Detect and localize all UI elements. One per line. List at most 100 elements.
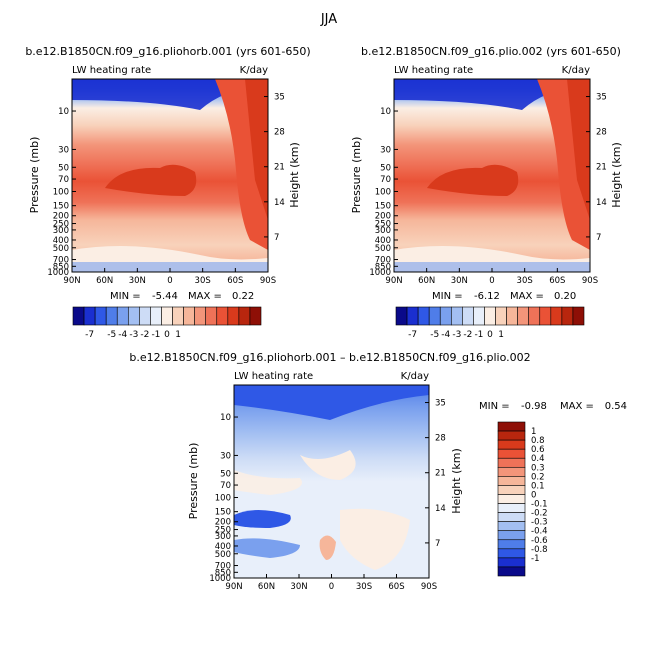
x-tick-label: 90S bbox=[421, 582, 437, 592]
x-tick-label: 30N bbox=[129, 276, 146, 286]
figure-title: JJA bbox=[320, 12, 337, 27]
y-right-tick-label: 21 bbox=[274, 163, 285, 173]
colorbar-label: -1 bbox=[531, 554, 539, 564]
colorbar-swatch bbox=[216, 306, 229, 326]
y-tick-label: 500 bbox=[375, 244, 391, 254]
colorbar-swatch bbox=[406, 306, 419, 326]
colorbar-swatch bbox=[497, 557, 526, 568]
y-tick-label: 10 bbox=[58, 107, 69, 117]
y-tick-label: 150 bbox=[215, 508, 231, 518]
panel-1-colorbar: -7 -5 -4 -3 -2 -1 0 1 bbox=[72, 306, 262, 340]
colorbar-label: 0.3 bbox=[531, 463, 545, 473]
colorbar-swatch bbox=[497, 494, 526, 504]
panel-2: b.e12.B1850CN.f09_g16.plio.002 (yrs 601-… bbox=[350, 45, 623, 340]
colorbar-swatch bbox=[417, 306, 430, 326]
colorbar-label: -4 bbox=[118, 330, 127, 340]
colorbar-swatch bbox=[497, 503, 526, 513]
x-tick-label: 60N bbox=[96, 276, 113, 286]
colorbar-swatch bbox=[83, 306, 96, 326]
y-right-tick-label: 14 bbox=[596, 198, 607, 208]
y-tick-label: 70 bbox=[58, 175, 69, 185]
y-tick-label: 200 bbox=[53, 212, 69, 222]
y-tick-label: 250 bbox=[375, 220, 391, 230]
colorbar-swatch bbox=[127, 306, 140, 326]
x-tick-label: 30S bbox=[195, 276, 211, 286]
y-tick-label: 150 bbox=[53, 202, 69, 212]
panel-2-right-label: K/day bbox=[562, 65, 590, 76]
y-tick-label: 30 bbox=[220, 451, 231, 461]
colorbar-label: -0.3 bbox=[531, 518, 548, 528]
y-right-tick-label: 14 bbox=[274, 198, 285, 208]
y-tick-label: 250 bbox=[215, 526, 231, 536]
colorbar-swatch bbox=[473, 306, 485, 326]
x-tick-label: 90S bbox=[260, 276, 276, 286]
panel-1-left-label: LW heating rate bbox=[72, 65, 151, 76]
y-tick-label: 100 bbox=[215, 494, 231, 504]
colorbar-swatch bbox=[249, 306, 262, 326]
colorbar-swatch bbox=[462, 306, 474, 326]
colorbar-label: -3 bbox=[452, 330, 461, 340]
colorbar-swatch bbox=[497, 430, 526, 441]
colorbar-label: -5 bbox=[430, 330, 439, 340]
colorbar-label: 0.6 bbox=[531, 445, 545, 455]
colorbar-swatch bbox=[150, 306, 162, 326]
panel-3-ylabel: Pressure (mb) bbox=[187, 443, 200, 520]
y-right-tick-label: 35 bbox=[274, 93, 285, 103]
colorbar-swatch bbox=[161, 306, 173, 326]
panel-2-colorbar: -7 -5 -4 -3 -2 -1 0 1 bbox=[395, 306, 585, 340]
x-tick-label: 0 bbox=[167, 276, 172, 286]
y-right-tick-label: 7 bbox=[274, 233, 279, 243]
panel-3: b.e12.B1850CN.f09_g16.pliohorb.001 – b.e… bbox=[129, 351, 627, 592]
panel-2-max-value: 0.20 bbox=[554, 291, 576, 302]
x-tick-label: 60N bbox=[258, 582, 275, 592]
y-tick-label: 300 bbox=[215, 532, 231, 542]
y-tick-label: 700 bbox=[375, 256, 391, 266]
colorbar-swatch bbox=[450, 306, 463, 326]
panel-2-min-label: MIN = bbox=[432, 291, 463, 302]
y-tick-label: 400 bbox=[375, 236, 391, 246]
y-tick-label: 200 bbox=[215, 518, 231, 528]
colorbar-swatch bbox=[497, 457, 526, 468]
panel-3-max-value: 0.54 bbox=[605, 401, 627, 412]
panel-2-min-value: -6.12 bbox=[474, 291, 500, 302]
panel-1-min-label: MIN = bbox=[110, 291, 141, 302]
colorbar-label: -0.1 bbox=[531, 500, 548, 510]
colorbar-swatch bbox=[484, 306, 496, 326]
colorbar-swatch bbox=[205, 306, 218, 326]
y-tick-label: 50 bbox=[58, 163, 69, 173]
x-tick-label: 30S bbox=[517, 276, 533, 286]
colorbar-swatch bbox=[238, 306, 251, 326]
colorbar-label: -0.8 bbox=[531, 545, 548, 555]
colorbar-swatch bbox=[439, 306, 452, 326]
y-tick-label: 30 bbox=[58, 145, 69, 155]
colorbar-swatch bbox=[183, 306, 195, 326]
y-tick-label: 1000 bbox=[369, 268, 391, 278]
x-tick-label: 90N bbox=[63, 276, 80, 286]
y-tick-label: 850 bbox=[215, 568, 231, 578]
panel-2-ylabel: Pressure (mb) bbox=[350, 137, 363, 214]
panel-3-field bbox=[234, 385, 429, 578]
colorbar-label: -1 bbox=[474, 330, 483, 340]
colorbar-label: 1 bbox=[498, 330, 504, 340]
y-tick-label: 150 bbox=[375, 202, 391, 212]
colorbar-swatch bbox=[497, 530, 526, 541]
panel-1-field bbox=[72, 79, 268, 272]
colorbar-swatch bbox=[116, 306, 129, 326]
x-tick-label: 90N bbox=[385, 276, 402, 286]
colorbar-label: 0 bbox=[487, 330, 493, 340]
y-tick-label: 1000 bbox=[47, 268, 69, 278]
panel-1-right-label: K/day bbox=[240, 65, 268, 76]
x-tick-label: 90S bbox=[582, 276, 598, 286]
y-right-tick-label: 28 bbox=[274, 128, 285, 138]
colorbar-swatch bbox=[72, 306, 85, 326]
y-tick-label: 50 bbox=[220, 469, 231, 479]
x-tick-label: 30N bbox=[290, 582, 307, 592]
colorbar-swatch bbox=[497, 421, 526, 432]
panel-2-left-label: LW heating rate bbox=[394, 65, 473, 76]
panel-1-max-value: 0.22 bbox=[232, 291, 254, 302]
y-tick-label: 10 bbox=[220, 413, 231, 423]
y-right-tick-label: 28 bbox=[596, 128, 607, 138]
panel-3-left-label: LW heating rate bbox=[234, 371, 313, 382]
panel-2-title: b.e12.B1850CN.f09_g16.plio.002 (yrs 601-… bbox=[361, 45, 621, 58]
